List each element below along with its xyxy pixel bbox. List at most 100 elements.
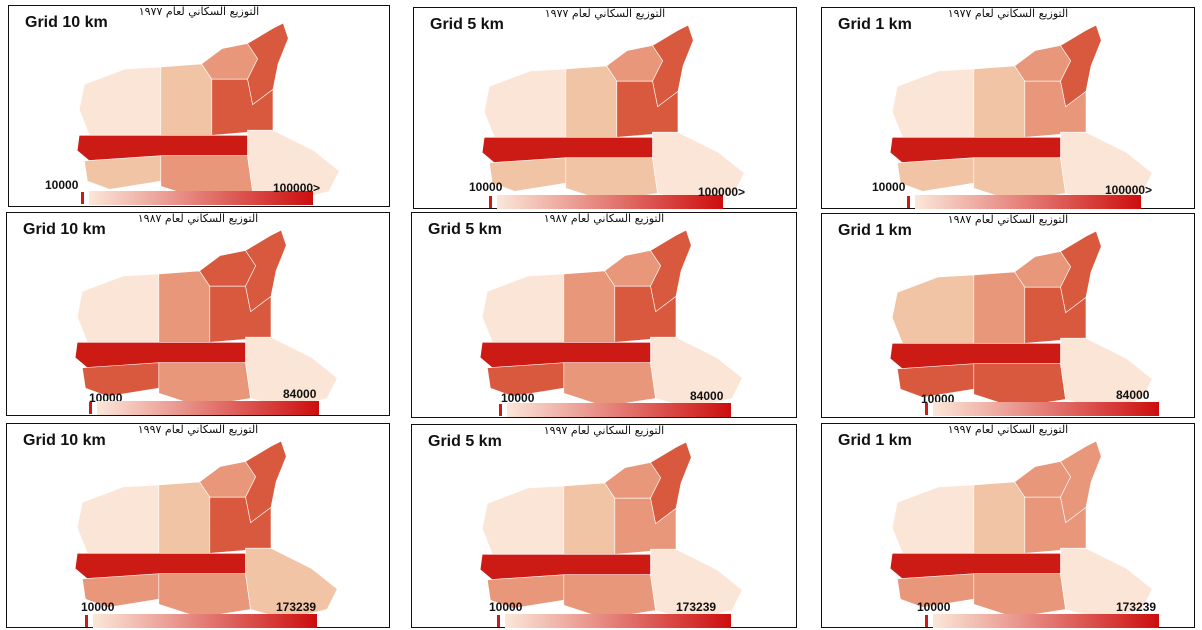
population-map <box>889 24 1153 204</box>
legend-max-label: 100000> <box>698 185 746 199</box>
legend-min-label: 10000 <box>917 600 951 614</box>
legend-color-ramp <box>505 614 731 628</box>
map-region <box>81 573 160 608</box>
panel: التوزيع السكاني لعام ١٩٨٧ Grid 5 km 1000… <box>411 212 797 418</box>
map-region <box>158 573 251 618</box>
population-map <box>479 229 743 409</box>
population-map <box>74 229 338 409</box>
grid-size-label: Grid 5 km <box>430 16 504 33</box>
grid-size-label: Grid 10 km <box>23 432 106 449</box>
map-region <box>78 66 162 136</box>
legend-max-label: 173239 <box>1116 600 1157 614</box>
map-region <box>201 43 259 80</box>
map-region <box>1060 230 1102 314</box>
map-region <box>650 336 743 409</box>
panel: التوزيع السكاني لعام ١٩٩٧ Grid 5 km 1000… <box>411 424 797 628</box>
panel: التوزيع السكاني لعام ١٩٧٧ Grid 1 km 1000… <box>821 7 1195 209</box>
legend-max-label: 173239 <box>676 600 717 614</box>
map-region <box>1060 337 1153 410</box>
map-region <box>486 362 565 397</box>
map-region <box>973 271 1026 344</box>
legend-tick <box>85 615 88 627</box>
panel-title: التوزيع السكاني لعام ١٩٨٧ <box>947 213 1069 226</box>
panel-title: التوزيع السكاني لعام ١٩٧٧ <box>544 7 666 20</box>
panel-title: التوزيع السكاني لعام ١٩٩٧ <box>137 423 259 436</box>
grid-size-label: Grid 1 km <box>838 222 912 239</box>
legend-color-ramp <box>93 614 317 628</box>
map-region <box>158 362 251 407</box>
map-region <box>247 129 340 202</box>
map-regions <box>76 22 340 202</box>
legend-min-label: 10000 <box>872 180 906 194</box>
map-region <box>896 573 975 608</box>
legend-max-label: 100000> <box>273 181 321 195</box>
legend-tick <box>489 196 492 208</box>
map-region <box>1014 251 1072 288</box>
map-region <box>1060 440 1102 524</box>
grid-size-label: Grid 1 km <box>838 432 912 449</box>
map-regions <box>479 441 743 621</box>
map-region <box>563 270 616 343</box>
map-region <box>158 481 211 554</box>
grid-size-label: Grid 1 km <box>838 16 912 33</box>
map-region <box>488 157 567 192</box>
map-region <box>245 440 287 524</box>
map-region <box>76 273 160 343</box>
map-region <box>604 462 662 499</box>
grid-size-label: Grid 10 km <box>25 14 108 31</box>
map-region <box>973 363 1066 408</box>
map-region <box>973 65 1026 138</box>
map-region <box>652 131 745 204</box>
map-region <box>606 45 664 82</box>
grid-size-label: Grid 5 km <box>428 433 502 450</box>
panel-title: التوزيع السكاني لعام ١٩٧٧ <box>947 7 1069 20</box>
map-region <box>247 22 289 106</box>
legend-tick <box>907 196 910 208</box>
map-regions <box>889 230 1153 410</box>
legend-color-ramp <box>497 195 723 209</box>
panel: التوزيع السكاني لعام ١٩٧٧ Grid 5 km 1000… <box>413 7 797 209</box>
map-regions <box>889 440 1153 620</box>
panel-title: التوزيع السكاني لعام ١٩٩٧ <box>543 424 665 437</box>
map-regions <box>479 229 743 409</box>
map-region <box>1060 547 1153 620</box>
map-region <box>891 68 975 138</box>
panel: التوزيع السكاني لعام ١٩٨٧ Grid 1 km 1000… <box>821 213 1195 418</box>
map-region <box>896 363 975 398</box>
grid-size-label: Grid 5 km <box>428 221 502 238</box>
grid-size-label: Grid 10 km <box>23 221 106 238</box>
legend-max-label: 84000 <box>283 387 317 401</box>
legend-tick <box>925 403 928 415</box>
map-region <box>565 65 618 138</box>
map-regions <box>74 229 338 409</box>
legend-min-label: 10000 <box>469 180 503 194</box>
map-region <box>650 229 692 313</box>
map-region <box>245 336 338 409</box>
legend-max-label: 84000 <box>1116 388 1150 402</box>
legend-tick <box>497 615 500 627</box>
panel-title: التوزيع السكاني لعام ١٩٧٧ <box>138 5 260 18</box>
panel: التوزيع السكاني لعام ١٩٩٧ Grid 1 km 1000… <box>821 423 1195 628</box>
map-regions <box>74 440 338 620</box>
map-regions <box>889 24 1153 204</box>
population-map <box>479 441 743 621</box>
legend-max-label: 173239 <box>276 600 317 614</box>
legend-tick <box>81 192 84 204</box>
legend-color-ramp <box>933 402 1159 416</box>
map-region <box>486 574 565 609</box>
panel-title: التوزيع السكاني لعام ١٩٩٧ <box>947 423 1069 436</box>
legend-max-label: 100000> <box>1105 183 1153 197</box>
legend-color-ramp <box>507 403 731 417</box>
map-region <box>481 273 565 343</box>
map-region <box>563 362 656 407</box>
map-regions <box>481 24 745 204</box>
map-region <box>973 573 1066 618</box>
map-region <box>1014 461 1072 498</box>
legend-min-label: 10000 <box>501 391 535 405</box>
legend-tick <box>499 404 502 416</box>
panel-title: التوزيع السكاني لعام ١٩٨٧ <box>543 212 665 225</box>
map-region <box>483 68 567 138</box>
legend-color-ramp <box>97 401 319 415</box>
legend-color-ramp <box>89 191 313 205</box>
map-region <box>481 485 565 555</box>
